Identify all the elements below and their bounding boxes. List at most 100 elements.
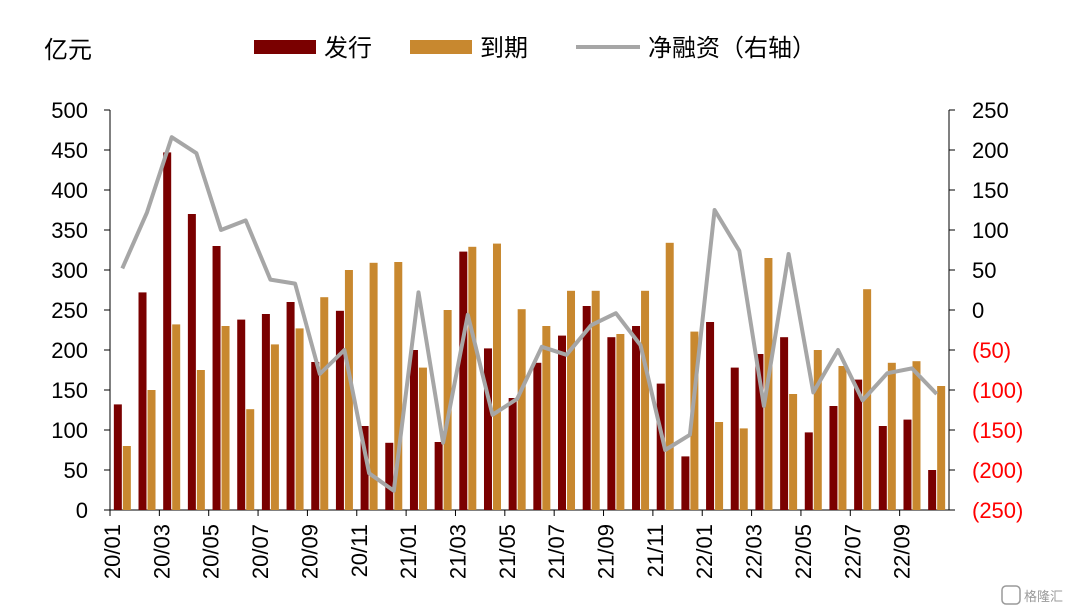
bar-maturity (616, 334, 625, 510)
bar-issuance (804, 432, 813, 510)
legend-label-maturity: 到期 (480, 34, 528, 62)
right-y-tick-label: 200 (972, 138, 1009, 163)
bar-maturity (196, 370, 205, 510)
bar-issuance (409, 350, 418, 510)
legend-label-issuance: 发行 (324, 34, 372, 62)
bar-issuance (113, 404, 122, 510)
bar-issuance (533, 362, 542, 510)
bar-issuance (706, 322, 715, 510)
bar-maturity (863, 289, 872, 510)
bar-issuance (187, 214, 196, 510)
bar-maturity (838, 366, 847, 510)
bar-issuance (780, 337, 789, 510)
right-y-ticks: 250 200 150 100 50 0 (50) (100) (150) (200) (250) (949, 98, 1023, 523)
left-y-tick-label: 50 (64, 458, 88, 483)
bar-issuance (878, 426, 887, 510)
bar-maturity (813, 350, 822, 510)
bar-issuance (237, 319, 246, 510)
x-tick-label: 21/01 (396, 524, 421, 579)
x-tick-label: 21/03 (445, 524, 470, 579)
bar-maturity (641, 290, 650, 510)
bar-maturity (591, 290, 600, 510)
bar-issuance (903, 419, 912, 510)
bar-maturity (517, 309, 526, 510)
bar-maturity (394, 262, 403, 510)
left-y-tick-label: 250 (51, 298, 88, 323)
x-tick-label: 22/07 (840, 524, 865, 579)
x-tick-label: 20/11 (347, 524, 372, 577)
bar-issuance (656, 383, 665, 510)
bar-issuance (311, 362, 320, 510)
watermark-logo-icon (1001, 585, 1021, 605)
bar-issuance (582, 306, 591, 510)
bar-issuance (558, 335, 567, 510)
x-tick-label: 22/09 (890, 524, 915, 579)
right-y-tick-label: (150) (972, 418, 1023, 443)
right-y-tick-label: 50 (972, 258, 996, 283)
legend-swatch-issuance (254, 40, 316, 54)
left-y-tick-label: 100 (51, 418, 88, 443)
legend-swatch-maturity (410, 40, 472, 54)
bar-issuance (286, 302, 295, 510)
x-tick-label: 20/05 (199, 524, 224, 579)
bar-maturity (270, 344, 279, 510)
right-y-tick-label: (250) (972, 498, 1023, 523)
bar-issuance (928, 470, 937, 510)
x-tick-label: 22/01 (692, 524, 717, 579)
bar-issuance (434, 442, 443, 510)
bar-maturity (690, 331, 699, 510)
bar-issuance (261, 314, 270, 510)
bar-maturity (542, 326, 551, 510)
bar-maturity (912, 361, 921, 510)
net-financing-line (120, 135, 939, 493)
line-series (120, 135, 939, 493)
x-tick-label: 20/03 (149, 524, 174, 579)
x-tick-label: 21/11 (643, 524, 668, 577)
bar-maturity (221, 326, 230, 510)
bar-issuance (335, 310, 344, 510)
right-y-tick-label: (200) (972, 458, 1023, 483)
left-y-tick-label: 400 (51, 178, 88, 203)
left-y-tick-label: 350 (51, 218, 88, 243)
bar-maturity (468, 246, 477, 511)
bar-maturity (418, 367, 427, 510)
watermark-text: 格隆汇 (1024, 589, 1063, 605)
bar-maturity (122, 446, 131, 510)
left-y-tick-label: 200 (51, 338, 88, 363)
legend: 发行 到期 净融资（右轴） (254, 34, 816, 62)
bar-issuance (212, 246, 221, 510)
x-tick-label: 21/05 (495, 524, 520, 579)
left-y-tick-label: 0 (76, 498, 88, 523)
bar-issuance (681, 456, 690, 510)
bar-issuance (607, 337, 616, 510)
left-y-tick-label: 150 (51, 378, 88, 403)
bar-issuance (854, 379, 863, 510)
right-y-tick-label: (50) (972, 338, 1011, 363)
bar-maturity (789, 394, 798, 510)
bar-issuance (829, 406, 838, 510)
bar-maturity (369, 262, 378, 510)
bar-maturity (665, 242, 674, 511)
left-y-tick-label: 300 (51, 258, 88, 283)
bar-maturity (887, 362, 896, 510)
x-tick-label: 22/05 (791, 524, 816, 579)
right-y-tick-label: 0 (972, 298, 984, 323)
bar-issuance (385, 442, 394, 510)
bar-issuance (459, 251, 468, 510)
left-y-tick-label: 500 (51, 98, 88, 123)
bar-maturity (937, 386, 946, 510)
bar-maturity (739, 428, 748, 510)
bar-issuance (138, 292, 147, 510)
bar-maturity (320, 297, 329, 510)
watermark: 格隆汇 (1001, 585, 1063, 605)
bar-issuance (755, 354, 764, 510)
right-y-tick-label: 100 (972, 218, 1009, 243)
bar-issuance (483, 348, 492, 510)
bar-issuance (632, 326, 641, 510)
bar-maturity (344, 270, 353, 510)
bar-maturity (715, 422, 724, 510)
bar-maturity (567, 290, 576, 510)
bar-issuance (163, 152, 172, 510)
bar-series (113, 152, 946, 511)
